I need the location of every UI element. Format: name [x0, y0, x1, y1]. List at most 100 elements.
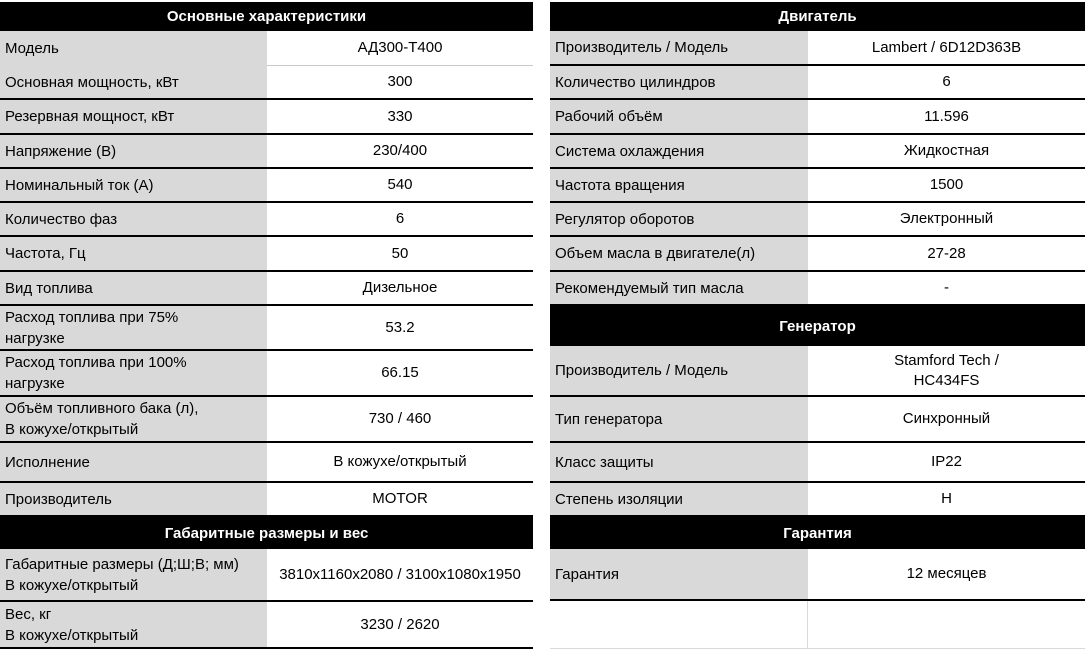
spec-row: Напряжение (В) 230/400 [0, 135, 533, 169]
spec-row: Частота, Гц 50 [0, 237, 533, 272]
spec-value: Электронный [808, 203, 1085, 237]
spec-value: Синхронный [808, 397, 1085, 443]
table-main-characteristics: Основные характеристики Модель АД300-Т40… [0, 2, 533, 649]
section-title: Основные характеристики [166, 8, 367, 25]
spec-label: Номинальный ток (А) [0, 169, 267, 203]
spec-value [808, 601, 1085, 649]
spec-value: Дизельное [267, 272, 533, 306]
spec-label: Система охлаждения [550, 135, 808, 169]
spec-value: 11.596 [808, 100, 1085, 135]
spec-row: Резервная мощност, кВт 330 [0, 100, 533, 135]
spec-value: 12 месяцев [808, 549, 1085, 601]
spec-value: 6 [267, 203, 533, 237]
section-title: Двигатель [778, 8, 857, 25]
spec-label: Частота вращения [550, 169, 808, 203]
spec-row: Номинальный ток (А) 540 [0, 169, 533, 203]
spec-label: Производитель [0, 483, 267, 517]
spec-label: Количество фаз [0, 203, 267, 237]
spec-label: Рекомендуемый тип масла [550, 272, 808, 306]
spec-row: Вес, кг В кожухе/открытый 3230 / 2620 [0, 602, 533, 649]
section-title: Генератор [779, 317, 856, 335]
spec-row: Вид топлива Дизельное [0, 272, 533, 306]
spec-row: Расход топлива при 75% нагрузке 53.2 [0, 306, 533, 351]
spec-row: Количество фаз 6 [0, 203, 533, 237]
spec-label: Тип генератора [550, 397, 808, 443]
spec-label: Модель [0, 31, 267, 66]
spec-row: Объём топливного бака (л), В кожухе/откр… [0, 397, 533, 443]
spec-label: Резервная мощност, кВт [0, 100, 267, 135]
spec-row: Производитель / Модель Stamford Tech / H… [550, 346, 1085, 397]
spec-label: Объём топливного бака (л), В кожухе/откр… [0, 397, 267, 443]
spec-row: Расход топлива при 100% нагрузке 66.15 [0, 351, 533, 397]
section-title: Габаритные размеры и вес [164, 524, 369, 542]
spec-label: Объем масла в двигателе(л) [550, 237, 808, 272]
spec-value: 27-28 [808, 237, 1085, 272]
section-header-warranty: Гарантия [550, 517, 1085, 549]
spec-row: Количество цилиндров 6 [550, 66, 1085, 100]
spec-value: Stamford Tech / HC434FS [808, 346, 1085, 397]
spec-row-model: Модель АД300-Т400 [0, 31, 533, 66]
spec-label: Производитель / Модель [550, 346, 808, 397]
spec-value: IP22 [808, 443, 1085, 483]
spec-row: Исполнение В кожухе/открытый [0, 443, 533, 483]
spec-label: Расход топлива при 75% нагрузке [0, 306, 267, 351]
spec-value: 6 [808, 66, 1085, 100]
spec-row: Класс защиты IP22 [550, 443, 1085, 483]
spec-value: 330 [267, 100, 533, 135]
spec-value: 3810х1160х2080 / 3100х1080х1950 [267, 549, 533, 602]
spec-value: В кожухе/открытый [267, 443, 533, 483]
spec-value: 230/400 [267, 135, 533, 169]
spec-label: Исполнение [0, 443, 267, 483]
spec-label: Вес, кг В кожухе/открытый [0, 602, 267, 649]
spec-label: Производитель / Модель [550, 31, 808, 66]
spec-label: Вид топлива [0, 272, 267, 306]
spec-label: Рабочий объём [550, 100, 808, 135]
spec-row: Система охлаждения Жидкостная [550, 135, 1085, 169]
spec-value: Lambert / 6D12D363B [808, 31, 1085, 66]
spec-value: 66.15 [267, 351, 533, 397]
spec-value: H [808, 483, 1085, 517]
spec-row: Производитель MOTOR [0, 483, 533, 517]
spec-row: Регулятор оборотов Электронный [550, 203, 1085, 237]
spec-label: Количество цилиндров [550, 66, 808, 100]
spec-value: 3230 / 2620 [267, 602, 533, 649]
spec-label: Основная мощность, кВт [0, 66, 267, 100]
spec-label [550, 601, 808, 649]
spec-row: Гарантия 12 месяцев [550, 549, 1085, 601]
spec-row: Степень изоляции H [550, 483, 1085, 517]
spec-row: Габаритные размеры (Д;Ш;В; мм) В кожухе/… [0, 549, 533, 602]
spec-value: 1500 [808, 169, 1085, 203]
spec-label: Частота, Гц [0, 237, 267, 272]
section-header-generator: Генератор [550, 306, 1085, 346]
section-title: Гарантия [783, 524, 852, 542]
spec-row: Объем масла в двигателе(л) 27-28 [550, 237, 1085, 272]
spec-value: 540 [267, 169, 533, 203]
spec-value: АД300-Т400 [267, 31, 533, 66]
spec-row: Рабочий объём 11.596 [550, 100, 1085, 135]
spec-row: Производитель / Модель Lambert / 6D12D36… [550, 31, 1085, 66]
spec-label: Габаритные размеры (Д;Ш;В; мм) В кожухе/… [0, 549, 267, 602]
spec-row: Основная мощность, кВт 300 [0, 66, 533, 100]
spec-label: Напряжение (В) [0, 135, 267, 169]
spec-row-empty [550, 601, 1085, 649]
spec-value: 730 / 460 [267, 397, 533, 443]
section-header-main: Основные характеристики [0, 2, 533, 31]
spec-row: Рекомендуемый тип масла - [550, 272, 1085, 306]
section-header-engine: Двигатель [550, 2, 1085, 31]
spec-value: 53.2 [267, 306, 533, 351]
spec-label: Расход топлива при 100% нагрузке [0, 351, 267, 397]
table-engine-generator: Двигатель Производитель / Модель Lambert… [550, 2, 1085, 649]
spec-value: 300 [267, 66, 533, 100]
spec-value: - [808, 272, 1085, 306]
spec-label: Степень изоляции [550, 483, 808, 517]
spec-label: Регулятор оборотов [550, 203, 808, 237]
section-header-dimensions: Габаритные размеры и вес [0, 517, 533, 549]
spec-row: Частота вращения 1500 [550, 169, 1085, 203]
spec-value: Жидкостная [808, 135, 1085, 169]
spec-label: Гарантия [550, 549, 808, 601]
spec-label: Класс защиты [550, 443, 808, 483]
spec-value: MOTOR [267, 483, 533, 517]
spec-value: 50 [267, 237, 533, 272]
spec-row: Тип генератора Синхронный [550, 397, 1085, 443]
